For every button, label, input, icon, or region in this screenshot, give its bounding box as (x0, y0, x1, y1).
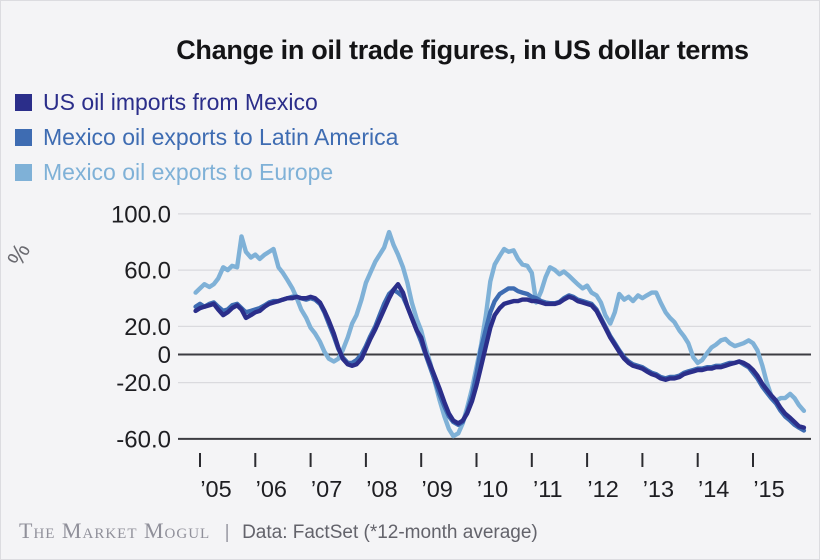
legend-label: US oil imports from Mexico (43, 89, 318, 115)
x-tick-label: ’10 (477, 476, 508, 502)
legend-item-mexico-exports-latam: Mexico oil exports to Latin America (15, 120, 398, 155)
x-tick-label: ’06 (256, 476, 287, 502)
footer: The Market Mogul | Data: FactSet (*12-mo… (19, 518, 538, 544)
x-tick-label: ’07 (311, 476, 342, 502)
y-tick-label: -60.0 (116, 426, 171, 453)
footer-separator: | (224, 522, 230, 543)
legend-swatch-icon (15, 164, 32, 181)
x-tick-label: ’08 (366, 476, 397, 502)
chart-title: Change in oil trade figures, in US dolla… (176, 35, 749, 65)
mexico-oil-exports-to-europe-line (193, 229, 807, 439)
y-tick-label: -20.0 (116, 370, 171, 397)
legend-swatch-icon (15, 129, 32, 146)
legend-swatch-icon (15, 94, 32, 111)
legend-item-mexico-exports-europe: Mexico oil exports to Europe (15, 155, 398, 190)
data-source-note: Data: FactSet (*12-month average) (242, 522, 538, 543)
x-tick-label: ’12 (587, 476, 618, 502)
y-tick-label: 0 (158, 342, 171, 369)
legend-label: Mexico oil exports to Latin America (43, 124, 399, 150)
us-oil-imports-from-mexico-line (193, 282, 807, 430)
y-tick-label: 20.0 (124, 314, 171, 341)
x-tick-label: ’14 (698, 476, 729, 502)
x-tick-label: ’05 (200, 476, 231, 502)
brand-logo: The Market Mogul (19, 518, 211, 543)
x-tick-label: ’09 (422, 476, 453, 502)
x-tick-label: ’15 (753, 476, 784, 502)
x-tick-label: ’11 (533, 476, 563, 502)
y-tick-label: 60.0 (124, 258, 171, 285)
legend: US oil imports from Mexico Mexico oil ex… (15, 85, 398, 190)
x-tick-label: ’13 (643, 476, 674, 502)
legend-item-us-oil-imports: US oil imports from Mexico (15, 85, 398, 120)
y-tick-label: 100.0 (111, 201, 171, 228)
legend-label: Mexico oil exports to Europe (43, 159, 334, 185)
